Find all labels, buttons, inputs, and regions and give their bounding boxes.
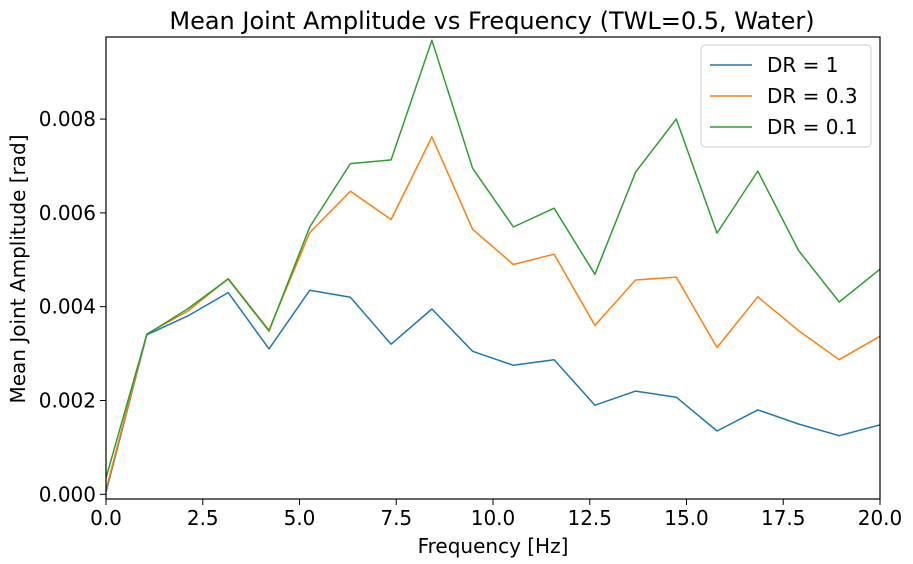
x-tick-label: 20.0 [858, 506, 903, 530]
y-axis-label: Mean Joint Amplitude [rad] [6, 134, 30, 403]
y-tick-label: 0.002 [39, 389, 96, 413]
series-line-1 [105, 289, 881, 493]
legend-label-2: DR = 0.3 [767, 84, 858, 108]
series-line-3 [105, 39, 881, 479]
y-axis: 0.000 0.002 0.004 0.006 0.008 [39, 107, 106, 506]
x-tick-label: 2.5 [187, 506, 219, 530]
x-axis-label: Frequency [Hz] [418, 534, 569, 558]
chart-title: Mean Joint Amplitude vs Frequency (TWL=0… [169, 7, 814, 35]
x-tick-label: 7.5 [380, 506, 412, 530]
x-tick-label: 12.5 [567, 506, 612, 530]
x-tick-label: 0.0 [90, 506, 122, 530]
x-tick-label: 15.0 [664, 506, 709, 530]
y-tick-label: 0.008 [39, 107, 96, 131]
x-axis: 0.0 2.5 5.0 7.5 10.0 12.5 15.0 17.5 20.0 [90, 499, 902, 530]
x-tick-label: 17.5 [761, 506, 806, 530]
legend-label-1: DR = 1 [767, 53, 839, 77]
legend-box [700, 44, 872, 148]
legend-label-3: DR = 0.1 [767, 115, 858, 139]
y-tick-label: 0.004 [39, 295, 96, 319]
legend: DR = 1 DR = 0.3 DR = 0.1 [700, 44, 872, 148]
x-tick-label: 5.0 [284, 506, 316, 530]
plot-area [105, 39, 881, 493]
y-tick-label: 0.006 [39, 201, 96, 225]
y-tick-label: 0.000 [39, 482, 96, 506]
x-tick-label: 10.0 [471, 506, 516, 530]
